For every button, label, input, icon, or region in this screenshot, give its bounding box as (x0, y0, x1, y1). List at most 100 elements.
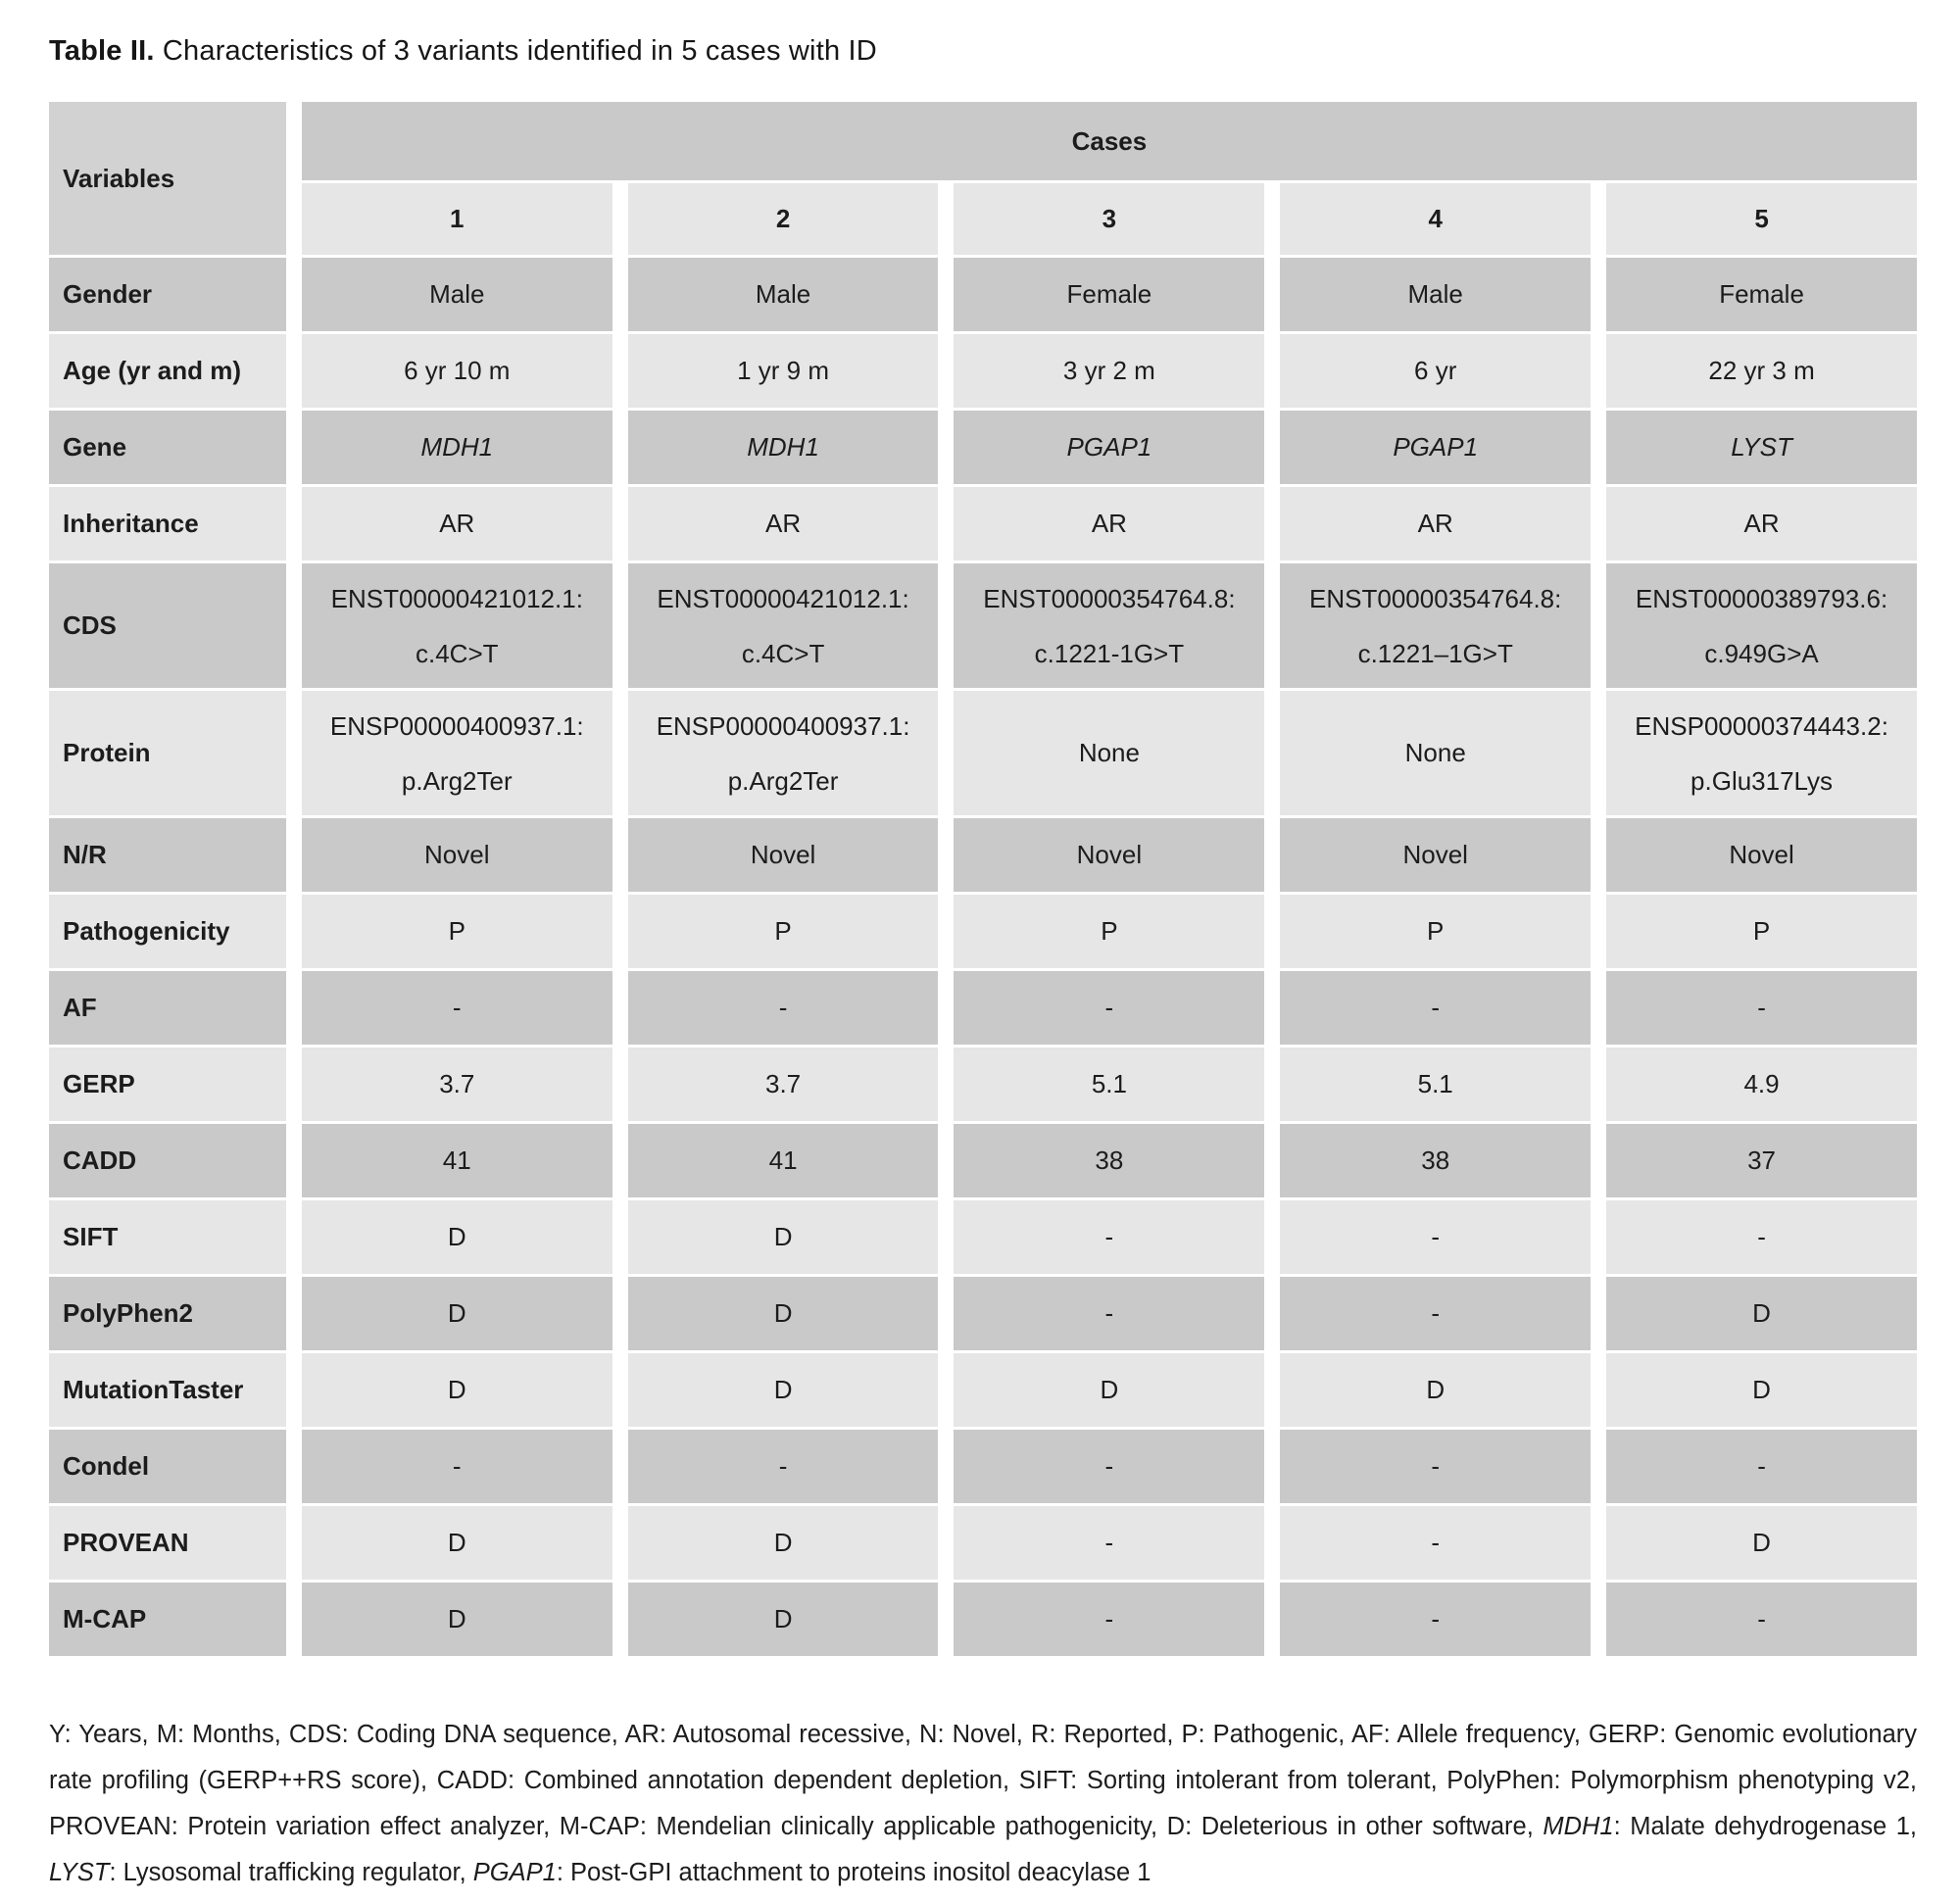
cell-provean-case-3: - (954, 1506, 1265, 1580)
table-row-polyphen2: PolyPhen2 D D - - D (49, 1277, 1917, 1350)
cell-m-cap-case-5: - (1606, 1583, 1917, 1656)
case-column-header-4: 4 (1280, 183, 1592, 255)
cell-protein-case-3: None (954, 691, 1265, 815)
case-column-header-1: 1 (301, 183, 612, 255)
cell-inheritance-case-3: AR (954, 487, 1265, 561)
cell-gene-case-3: PGAP1 (954, 411, 1265, 484)
cell-gerp-case-1: 3.7 (301, 1048, 612, 1121)
table-row-pathogenicity: Pathogenicity P P P P P (49, 895, 1917, 968)
cell-line: ENST00000354764.8: (1309, 583, 1562, 613)
cell-line: c.949G>A (1704, 638, 1819, 668)
row-label-mutationtaster: MutationTaster (49, 1353, 286, 1427)
cell-line: ENST00000421012.1: (330, 583, 583, 613)
cell-age-yr-and-m-case-2: 1 yr 9 m (627, 334, 939, 408)
cell-condel-case-4: - (1280, 1430, 1592, 1503)
cell-polyphen2-case-3: - (954, 1277, 1265, 1350)
cell-provean-case-2: D (627, 1506, 939, 1580)
cell-af-case-4: - (1280, 971, 1592, 1045)
row-label-gerp: GERP (49, 1048, 286, 1121)
cell-age-yr-and-m-case-1: 6 yr 10 m (301, 334, 612, 408)
table-row-af: AF - - - - - (49, 971, 1917, 1045)
footnote-text: : Post-GPI attachment to proteins inosit… (556, 1859, 1152, 1886)
row-label-provean: PROVEAN (49, 1506, 286, 1580)
cell-inheritance-case-4: AR (1280, 487, 1592, 561)
row-label-protein: Protein (49, 691, 286, 815)
cases-header: Cases (301, 102, 1917, 180)
cell-line: c.4C>T (416, 638, 499, 668)
cell-af-case-2: - (627, 971, 939, 1045)
table-row-protein: Protein ENSP00000400937.1: p.Arg2Ter ENSP00… (49, 691, 1917, 815)
table-row-m-cap: M-CAP D D - - - (49, 1583, 1917, 1656)
table-row-condel: Condel - - - - - (49, 1430, 1917, 1503)
cell-line: ENST00000421012.1: (657, 583, 909, 613)
cell-inheritance-case-5: AR (1606, 487, 1917, 561)
row-label-inheritance: Inheritance (49, 487, 286, 561)
row-label-gene: Gene (49, 411, 286, 484)
cell-gender-case-1: Male (301, 258, 612, 331)
table-row-mutationtaster: MutationTaster D D D D D (49, 1353, 1917, 1427)
cell-cds-case-2: ENST00000421012.1: c.4C>T (627, 563, 939, 688)
cell-gender-case-2: Male (627, 258, 939, 331)
table-row-n-r: N/R Novel Novel Novel Novel Novel (49, 818, 1917, 892)
row-label-pathogenicity: Pathogenicity (49, 895, 286, 968)
cell-mutationtaster-case-1: D (301, 1353, 612, 1427)
cell-gender-case-5: Female (1606, 258, 1917, 331)
cell-protein-case-1: ENSP00000400937.1: p.Arg2Ter (301, 691, 612, 815)
cell-mutationtaster-case-3: D (954, 1353, 1265, 1427)
cell-polyphen2-case-2: D (627, 1277, 939, 1350)
cell-line: c.1221–1G>T (1357, 638, 1513, 668)
cell-sift-case-3: - (954, 1200, 1265, 1274)
cell-pathogenicity-case-5: P (1606, 895, 1917, 968)
cell-polyphen2-case-5: D (1606, 1277, 1917, 1350)
cell-n-r-case-5: Novel (1606, 818, 1917, 892)
cell-sift-case-1: D (301, 1200, 612, 1274)
cell-cds-case-1: ENST00000421012.1: c.4C>T (301, 563, 612, 688)
cell-protein-case-2: ENSP00000400937.1: p.Arg2Ter (627, 691, 939, 815)
table-row-gender: Gender Male Male Female Male Female (49, 258, 1917, 331)
cell-n-r-case-1: Novel (301, 818, 612, 892)
cell-polyphen2-case-4: - (1280, 1277, 1592, 1350)
cell-line: ENST00000354764.8: (983, 583, 1236, 613)
cell-cadd-case-4: 38 (1280, 1124, 1592, 1197)
footnote-text: : Lysosomal trafficking regulator, (109, 1859, 473, 1886)
cell-gene-case-1: MDH1 (301, 411, 612, 484)
footnote-text: : Malate dehydrogenase 1, (1613, 1813, 1917, 1840)
cell-provean-case-1: D (301, 1506, 612, 1580)
cell-line: p.Glu317Lys (1690, 765, 1834, 796)
cell-sift-case-5: - (1606, 1200, 1917, 1274)
cell-mutationtaster-case-2: D (627, 1353, 939, 1427)
cell-af-case-3: - (954, 971, 1265, 1045)
cell-pathogenicity-case-3: P (954, 895, 1265, 968)
table-row-sift: SIFT D D - - - (49, 1200, 1917, 1274)
cell-gene-case-2: MDH1 (627, 411, 939, 484)
cell-af-case-5: - (1606, 971, 1917, 1045)
cell-inheritance-case-1: AR (301, 487, 612, 561)
cell-gene-case-4: PGAP1 (1280, 411, 1592, 484)
cell-age-yr-and-m-case-5: 22 yr 3 m (1606, 334, 1917, 408)
variables-corner-header: Variables (49, 102, 286, 255)
case-column-header-3: 3 (954, 183, 1265, 255)
cell-condel-case-2: - (627, 1430, 939, 1503)
cell-protein-case-4: None (1280, 691, 1592, 815)
cell-condel-case-3: - (954, 1430, 1265, 1503)
cell-gerp-case-4: 5.1 (1280, 1048, 1592, 1121)
table-row-cadd: CADD 41 41 38 38 37 (49, 1124, 1917, 1197)
footnote: Y: Years, M: Months, CDS: Coding DNA seq… (49, 1712, 1917, 1896)
row-label-af: AF (49, 971, 286, 1045)
cell-line: ENST00000389793.6: (1635, 583, 1888, 613)
cell-pathogenicity-case-2: P (627, 895, 939, 968)
cell-cadd-case-2: 41 (627, 1124, 939, 1197)
table-body: Gender Male Male Female Male Female Age (yr an… (49, 258, 1917, 1656)
footnote-gene-name: MDH1 (1543, 1813, 1614, 1840)
case-column-header-2: 2 (627, 183, 939, 255)
cell-gerp-case-5: 4.9 (1606, 1048, 1917, 1121)
cell-line: ENSP00000400937.1: (329, 710, 584, 741)
cell-cds-case-5: ENST00000389793.6: c.949G>A (1606, 563, 1917, 688)
cell-m-cap-case-4: - (1280, 1583, 1592, 1656)
table-title-caption: Characteristics of 3 variants identified… (162, 35, 877, 67)
table-row-gerp: GERP 3.7 3.7 5.1 5.1 4.9 (49, 1048, 1917, 1121)
cell-pathogenicity-case-4: P (1280, 895, 1592, 968)
